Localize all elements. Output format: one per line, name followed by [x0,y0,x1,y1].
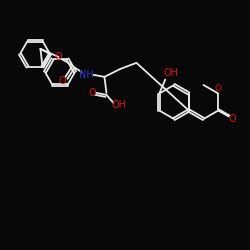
Text: OH: OH [112,100,127,110]
Text: OH: OH [164,68,179,78]
Text: O: O [59,76,66,86]
Text: O: O [215,84,222,93]
Text: O: O [228,114,236,124]
Text: NH: NH [79,70,94,80]
Text: O: O [55,52,62,62]
Text: O: O [89,88,96,98]
